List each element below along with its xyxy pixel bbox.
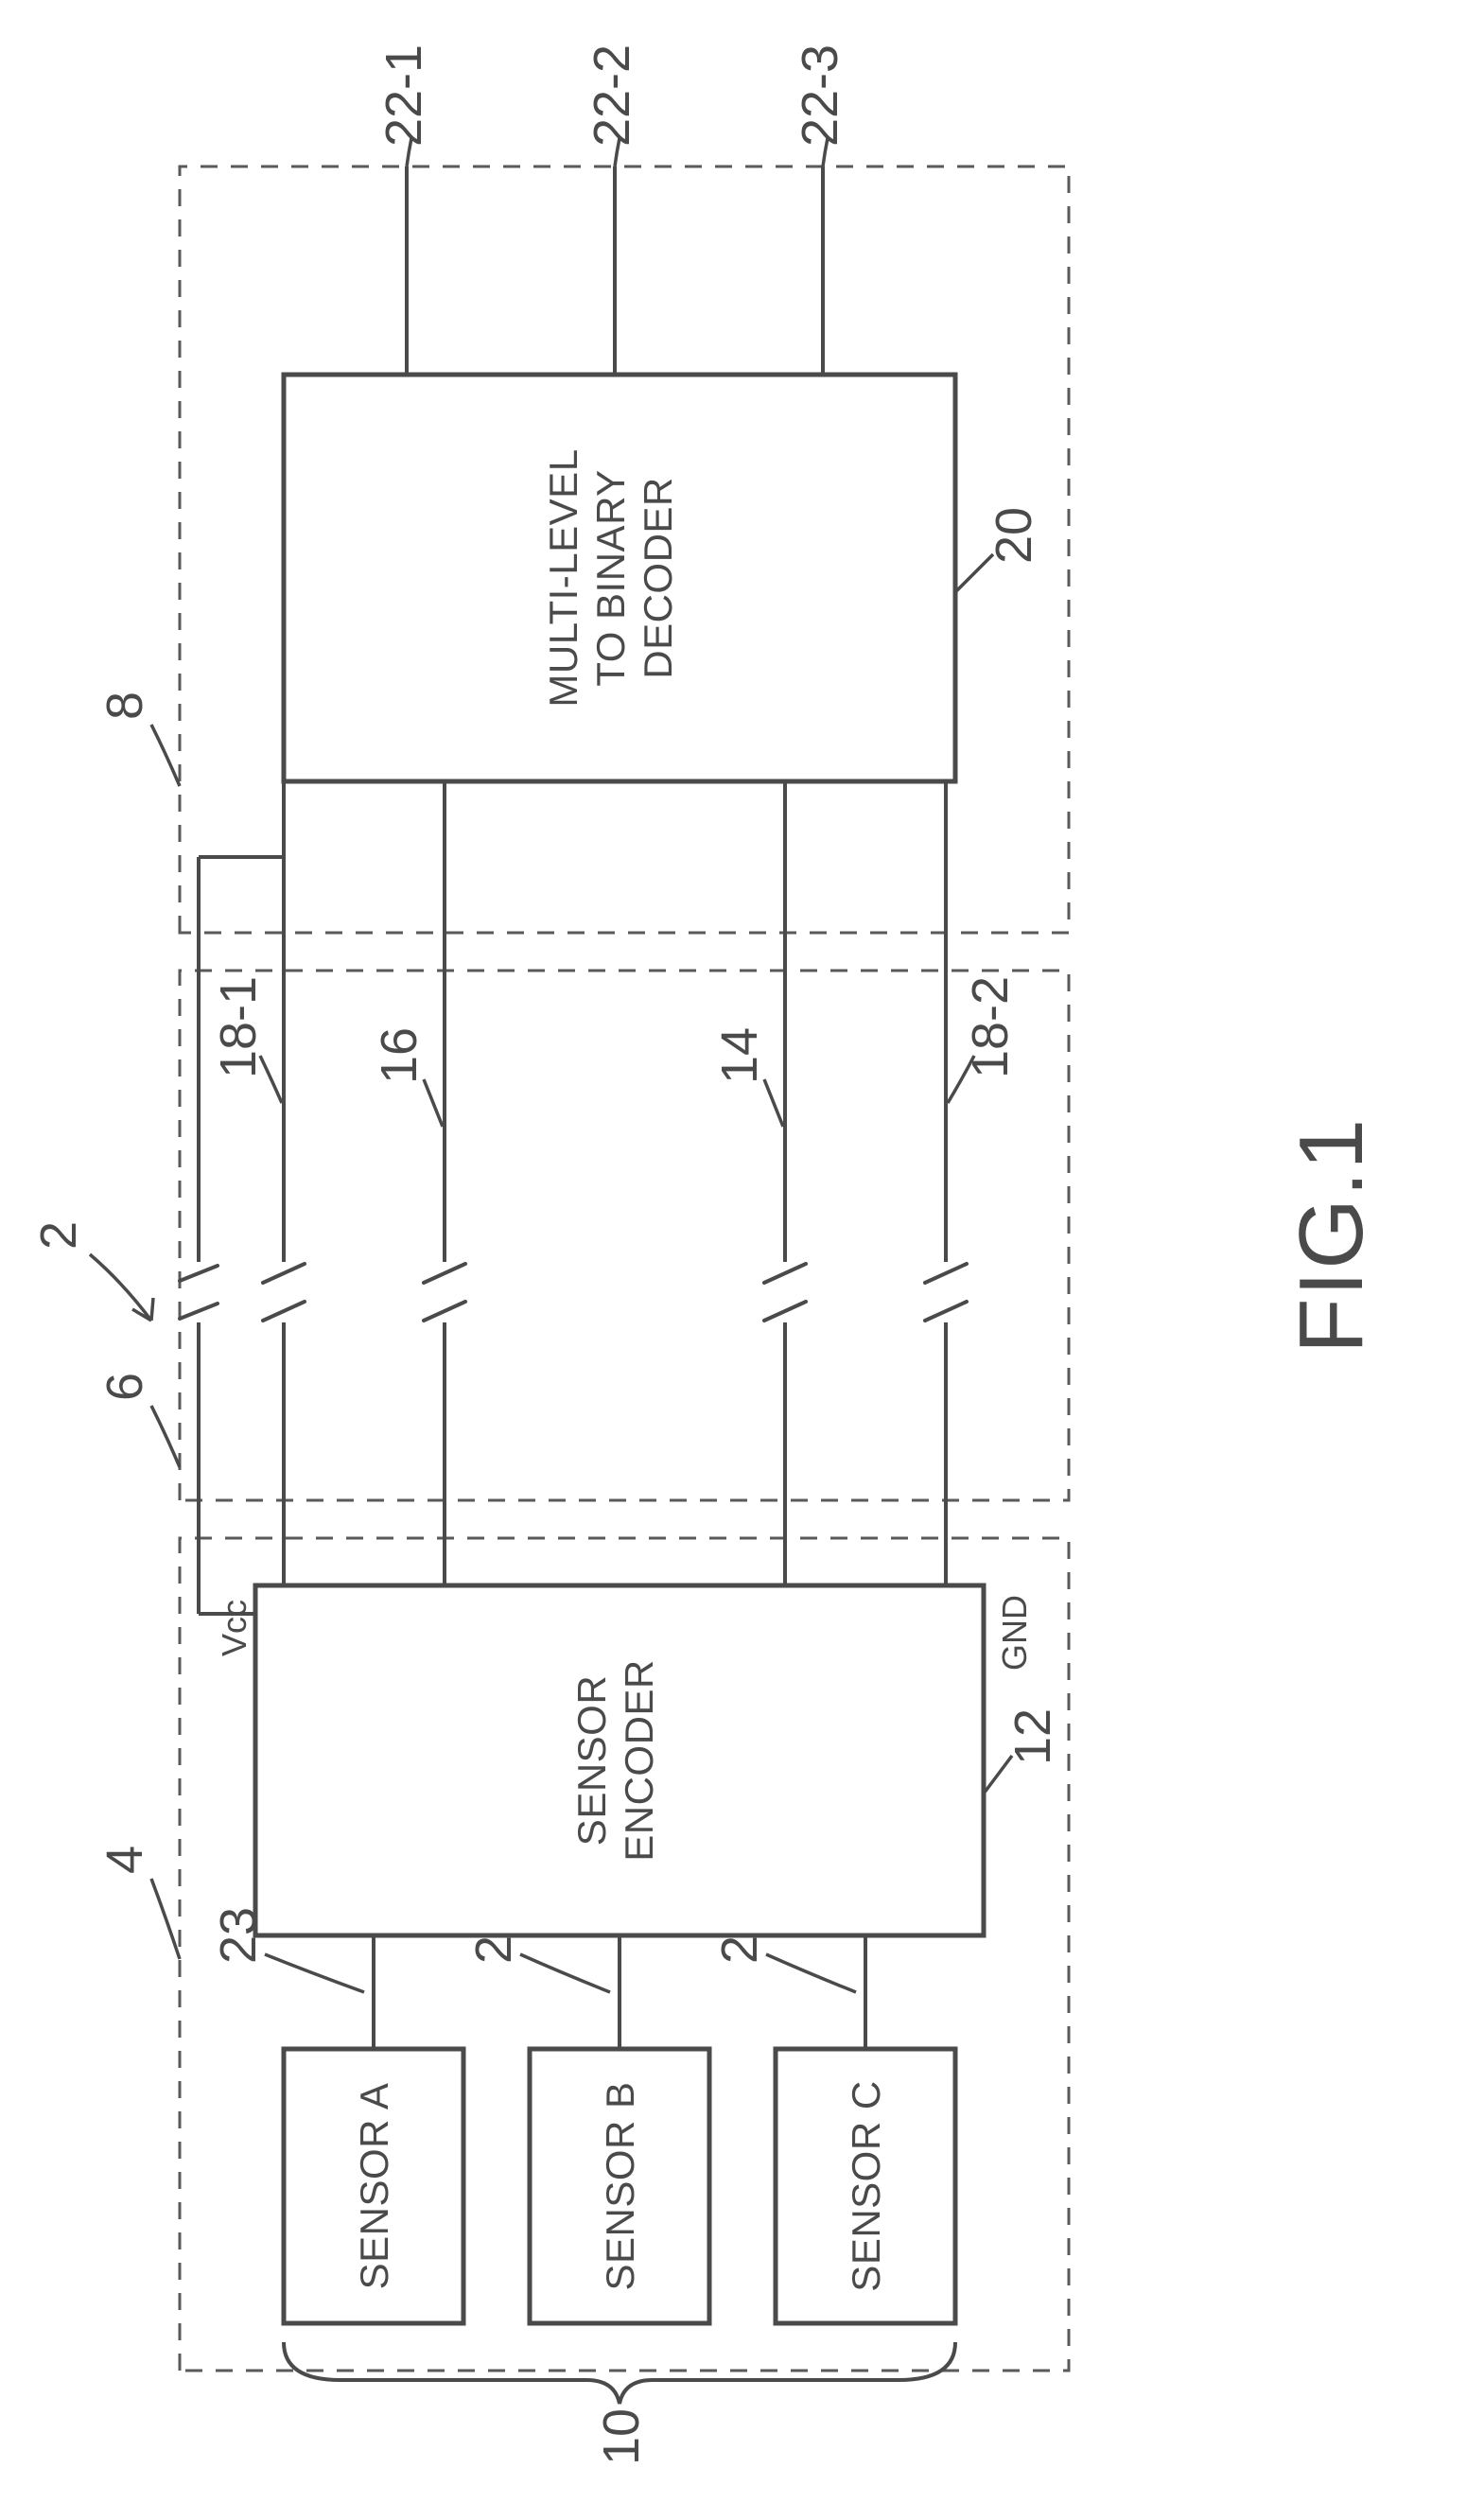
decoder-label-1: MULTI-LEVEL — [541, 448, 585, 707]
encoder-gnd: GND — [995, 1595, 1034, 1671]
decoder: MULTI-LEVEL TO BINARY DECODER 20 — [284, 375, 1042, 781]
sensor-a: SENSOR A 23 — [210, 1907, 463, 2323]
encoder-label-1: SENSOR — [569, 1675, 614, 1846]
encoder: SENSOR ENCODER Vcc GND 12 — [215, 1585, 1061, 1935]
stage-mid-lead — [151, 1406, 180, 1467]
stage-left-ref: 4 — [96, 1846, 153, 1874]
sensor-c-label: SENSOR C — [844, 2080, 888, 2291]
stage-left-lead — [151, 1879, 180, 1959]
encoder-vcc: Vcc — [215, 1600, 253, 1656]
stage-right-lead — [151, 725, 180, 786]
stage-mid-ref: 6 — [96, 1373, 153, 1401]
decoder-label-2: TO BINARY — [588, 469, 633, 686]
sensor-b-label: SENSOR B — [598, 2081, 642, 2290]
sensor-group-ref: 10 — [593, 2408, 650, 2465]
encoder-ref-lead — [984, 1756, 1012, 1794]
system-ref-num: 2 — [30, 1221, 87, 1250]
system-ref: 2 — [30, 1221, 153, 1321]
stage-mid — [180, 971, 1069, 1500]
sensor-b: SENSOR B 24 — [465, 1907, 709, 2323]
sensor-brace: 10 — [284, 2342, 955, 2465]
output-3-ref: 22-3 — [792, 44, 848, 147]
sensor-c: SENSOR C 25 — [711, 1907, 955, 2323]
wire-lower-ref: 14 — [711, 1027, 768, 1084]
decoder-label-3: DECODER — [636, 477, 680, 679]
output-2-ref: 22-2 — [584, 44, 640, 147]
stage-right-ref: 8 — [96, 691, 153, 720]
decoder-ref-lead — [955, 554, 993, 592]
rotated-group: 2 4 6 8 SENSOR A 23 SENSOR B 24 — [30, 44, 1382, 2465]
sensor-c-ref-lead — [766, 1954, 856, 1992]
outputs: 22-1 22-2 22-3 — [375, 44, 848, 375]
interconnect-wires: 18-1 16 14 18-2 — [210, 781, 1019, 1585]
figure-label: FIG.1 — [1281, 1117, 1382, 1354]
wire-top-ref: 18-1 — [210, 976, 267, 1078]
sensor-b-ref-lead — [520, 1954, 610, 1992]
sensor-a-ref-lead — [265, 1954, 364, 1992]
wire-upper-ref: 16 — [371, 1027, 428, 1084]
output-1-ref: 22-1 — [375, 44, 432, 147]
sensor-a-label: SENSOR A — [352, 2083, 396, 2290]
encoder-label-2: ENCODER — [617, 1659, 661, 1862]
system-ref-lead — [90, 1254, 151, 1321]
wire-vcc — [180, 781, 284, 1614]
diagram-canvas: 2 4 6 8 SENSOR A 23 SENSOR B 24 — [0, 0, 1484, 2503]
